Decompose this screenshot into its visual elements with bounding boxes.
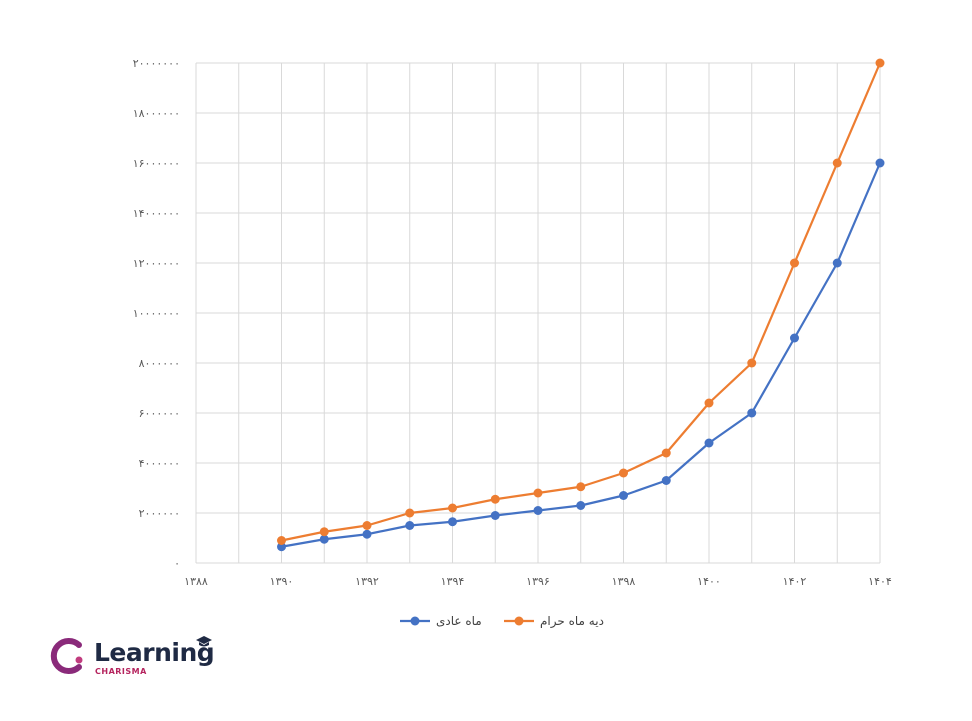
x-tick-label: ۱۳۹۶ [526, 575, 550, 588]
data-point-0 [362, 529, 372, 539]
x-tick-label: ۱۳۹۲ [355, 575, 379, 588]
logo-mark-icon [50, 638, 83, 674]
data-point-0 [704, 438, 714, 448]
data-point-0 [619, 491, 628, 500]
data-point-0 [875, 158, 885, 168]
data-point-1 [490, 494, 500, 504]
y-tick-label: ۱۰۰۰۰۰۰۰ [133, 307, 180, 320]
y-tick-label: ۱۸۰۰۰۰۰۰ [133, 107, 180, 120]
y-tick-label: ۲۰۰۰۰۰۰۰ [133, 57, 180, 70]
data-point-0 [661, 476, 671, 485]
x-tick-label: ۱۳۸۸ [184, 575, 208, 588]
data-point-0 [832, 258, 842, 268]
data-point-0 [533, 506, 543, 515]
data-point-0 [277, 542, 286, 552]
data-point-0 [576, 501, 586, 510]
data-point-1 [832, 158, 842, 168]
y-tick-label: ۸۰۰۰۰۰۰ [139, 357, 180, 370]
data-point-1 [405, 508, 415, 518]
x-tick-label: ۱۴۰۴ [868, 575, 892, 588]
line-chart: ۰ ۲۰۰۰۰۰۰ ۴۰۰۰۰۰۰ ۶۰۰۰۰۰۰ ۸۰۰۰۰۰۰ ۱۰۰۰۰۰۰۰ ۱۲۰… [133, 57, 892, 629]
y-tick-label: ۶۰۰۰۰۰۰ [139, 407, 180, 420]
data-point-0 [319, 534, 329, 544]
logo-sub: CHARISMA [95, 667, 147, 676]
data-point-1 [619, 468, 628, 478]
data-point-0 [747, 408, 757, 418]
graduation-cap-icon [196, 636, 212, 647]
data-point-1 [362, 521, 372, 530]
y-tick-label: ۱۲۰۰۰۰۰۰ [133, 257, 180, 270]
data-point-1 [277, 536, 286, 545]
data-point-0 [405, 521, 415, 530]
data-point-1 [319, 527, 329, 537]
data-point-1 [533, 488, 543, 498]
y-axis-ticks: ۰ ۲۰۰۰۰۰۰ ۴۰۰۰۰۰۰ ۶۰۰۰۰۰۰ ۸۰۰۰۰۰۰ ۱۰۰۰۰۰۰۰ ۱۲۰… [133, 57, 180, 570]
data-point-0 [448, 517, 457, 527]
x-tick-label: ۱۴۰۰ [697, 575, 721, 588]
data-point-0 [790, 333, 799, 343]
x-tick-label: ۱۴۰۲ [783, 575, 807, 588]
y-tick-label: ۲۰۰۰۰۰۰ [139, 507, 180, 520]
data-point-1 [875, 58, 885, 68]
x-tick-label: ۱۳۹۸ [612, 575, 636, 588]
legend-label: ماه عادی [436, 614, 482, 628]
chart-legend: ماه عادی دیه ماه حرام [400, 614, 604, 629]
y-tick-label: ۱۶۰۰۰۰۰۰ [133, 157, 180, 170]
chart-series [277, 58, 885, 552]
x-axis-ticks: ۱۳۸۸ ۱۳۹۰ ۱۳۹۲ ۱۳۹۴ ۱۳۹۶ ۱۳۹۸ ۱۴۰۰ ۱۴۰۲ ۱۴۰۴ [184, 575, 892, 588]
legend-marker [410, 616, 420, 626]
logo-word: Learning [94, 638, 215, 667]
data-point-1 [448, 503, 457, 513]
data-point-0 [490, 511, 500, 520]
y-tick-label: ۰ [174, 557, 180, 570]
learning-charisma-logo: Learning CHARISMA [48, 636, 248, 680]
x-tick-label: ۱۳۹۴ [441, 575, 465, 588]
data-point-1 [747, 358, 757, 368]
data-point-1 [790, 258, 799, 268]
y-tick-label: ۴۰۰۰۰۰۰ [139, 457, 180, 470]
legend-marker [514, 616, 524, 626]
x-tick-label: ۱۳۹۰ [270, 575, 294, 588]
legend-label: دیه ماه حرام [540, 614, 604, 629]
chart-grid [195, 62, 881, 564]
data-point-1 [576, 482, 586, 492]
data-point-1 [661, 448, 671, 458]
data-point-1 [704, 398, 714, 408]
y-tick-label: ۱۴۰۰۰۰۰۰ [133, 207, 180, 220]
